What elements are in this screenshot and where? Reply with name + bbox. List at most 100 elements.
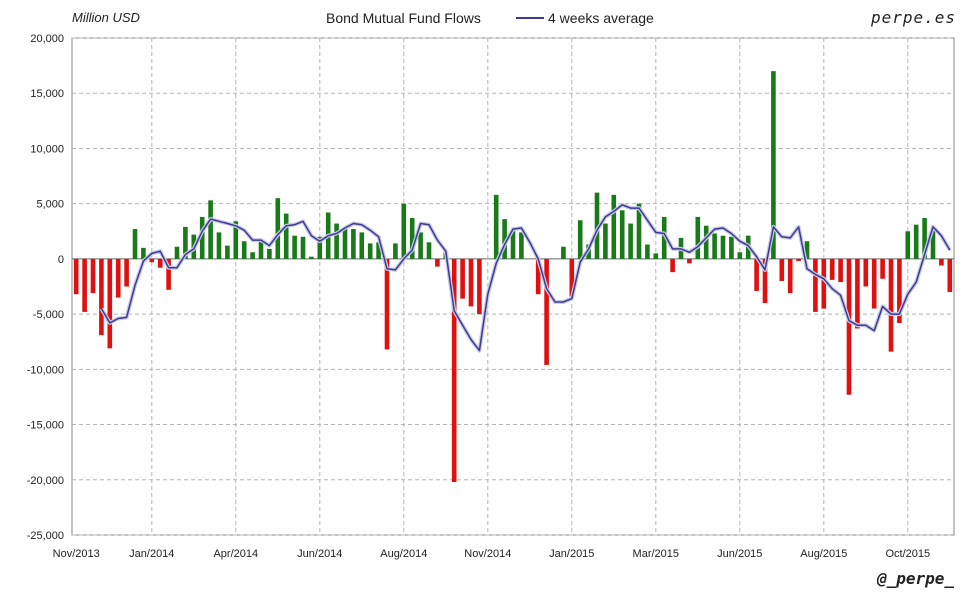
flow-bar xyxy=(73,258,79,295)
author-handle: @_perpe_ xyxy=(876,569,954,588)
flow-bar xyxy=(762,258,768,304)
x-tick-label: Jun/2014 xyxy=(297,548,342,560)
flow-bar xyxy=(636,203,642,259)
x-tick-label: Nov/2014 xyxy=(464,548,511,560)
y-tick-label: -20,000 xyxy=(27,475,64,487)
flow-bar xyxy=(317,236,323,259)
flow-bar xyxy=(468,258,474,307)
x-tick-label: Jun/2015 xyxy=(717,548,762,560)
flow-bar xyxy=(813,258,818,312)
flow-bar xyxy=(208,200,213,259)
y-tick-label: 10,000 xyxy=(30,143,64,155)
flow-bar xyxy=(930,230,936,259)
flow-bar xyxy=(913,224,919,259)
plot-area xyxy=(71,37,955,536)
x-tick-label: Aug/2015 xyxy=(800,548,847,560)
flow-bar xyxy=(502,219,507,259)
flow-bar xyxy=(947,258,953,293)
y-tick-label: -15,000 xyxy=(27,420,64,432)
legend-line-swatch xyxy=(516,17,544,19)
flow-bar xyxy=(754,258,759,291)
flow-bar xyxy=(838,258,843,283)
flow-bar xyxy=(653,253,659,259)
flow-bar xyxy=(628,223,633,259)
flow-bar xyxy=(367,243,373,259)
flow-bar xyxy=(510,231,516,259)
flow-bar xyxy=(275,198,281,259)
flow-bar xyxy=(359,232,365,259)
flow-bar xyxy=(376,242,381,259)
flow-bar xyxy=(561,246,566,259)
flow-bar xyxy=(519,232,524,259)
flow-bar xyxy=(594,192,600,259)
flow-bar xyxy=(855,258,860,329)
x-tick-label: Nov/2013 xyxy=(53,548,100,560)
average-line xyxy=(99,202,952,353)
flow-bar xyxy=(829,258,835,280)
flow-bar xyxy=(241,241,247,259)
flow-bar xyxy=(309,256,314,259)
flow-bar xyxy=(544,258,549,365)
flow-bar xyxy=(426,242,432,259)
flow-bar xyxy=(880,258,885,279)
flow-bar xyxy=(804,241,810,259)
flow-bar xyxy=(897,258,902,323)
unit-label: Million USD xyxy=(72,10,140,25)
flow-bar xyxy=(577,220,583,259)
flow-bar xyxy=(695,216,701,259)
flow-bar xyxy=(157,258,163,268)
flow-bar xyxy=(124,258,129,287)
legend: 4 weeks average xyxy=(516,10,654,26)
flow-bar xyxy=(569,258,575,297)
flow-bar xyxy=(888,258,894,352)
flow-bar xyxy=(216,232,222,259)
flow-bar xyxy=(166,258,171,290)
flow-bar xyxy=(82,258,87,312)
flow-bar xyxy=(393,243,398,259)
x-tick-label: Aug/2014 xyxy=(380,548,427,560)
flow-bar xyxy=(477,258,482,315)
flow-bar xyxy=(846,258,852,395)
flow-bar xyxy=(703,225,709,259)
flow-bar xyxy=(905,231,911,259)
chart-title: Bond Mutual Fund Flows xyxy=(326,10,481,26)
flow-bar xyxy=(922,218,927,259)
flow-bar xyxy=(939,258,944,266)
y-tick-label: -10,000 xyxy=(27,364,64,376)
flow-bar xyxy=(258,239,264,259)
x-tick-label: Jan/2014 xyxy=(129,548,174,560)
flow-bar xyxy=(132,229,138,259)
flow-bar xyxy=(250,252,255,259)
y-tick-label: 5,000 xyxy=(36,199,64,211)
y-tick-label: -5,000 xyxy=(33,309,64,321)
brand-label: perpe.es xyxy=(870,8,956,27)
flow-bar xyxy=(292,235,297,259)
flow-bar xyxy=(300,236,306,259)
flow-bar xyxy=(720,235,726,259)
y-tick-label: 15,000 xyxy=(30,88,64,100)
flow-bar xyxy=(418,232,423,259)
flow-bar xyxy=(493,194,499,259)
flow-bar xyxy=(687,258,692,264)
flow-bar xyxy=(342,226,348,259)
flow-bar xyxy=(107,258,113,349)
flow-bar xyxy=(787,258,793,294)
x-tick-label: Jan/2015 xyxy=(549,548,594,560)
flow-bar xyxy=(384,258,390,350)
flow-bar xyxy=(535,258,541,295)
flow-bar xyxy=(460,258,465,299)
flow-bar xyxy=(771,71,776,259)
flow-bar xyxy=(99,258,104,336)
flow-bar xyxy=(451,258,457,482)
y-tick-label: -25,000 xyxy=(27,530,64,542)
flow-bar xyxy=(199,216,205,259)
flow-bar xyxy=(821,258,827,309)
flow-bar xyxy=(435,258,440,267)
flow-bar xyxy=(267,248,272,259)
flow-bar xyxy=(115,258,121,298)
x-tick-label: Oct/2015 xyxy=(885,548,930,560)
flow-bar xyxy=(661,216,667,259)
flow-bar xyxy=(409,218,415,259)
flow-bar xyxy=(645,244,650,259)
